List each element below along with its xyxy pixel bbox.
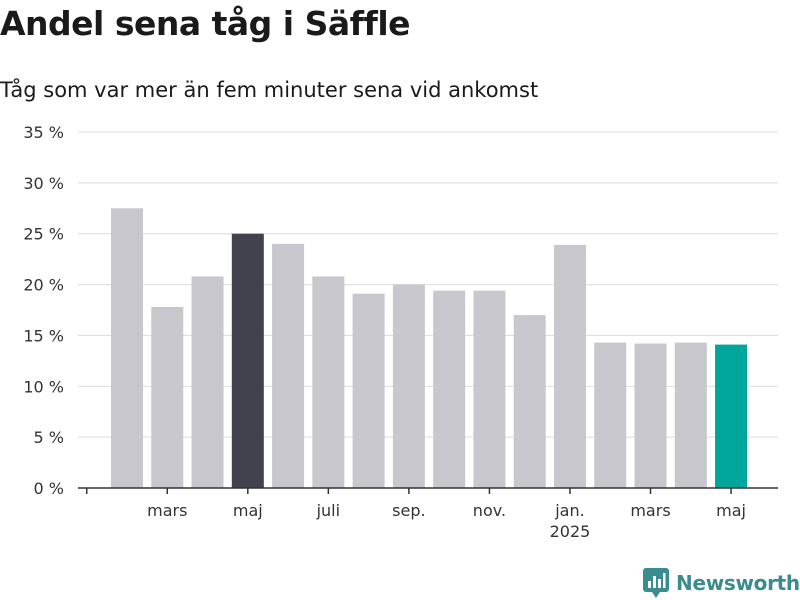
bar bbox=[433, 290, 466, 488]
x-tick-label: juli bbox=[316, 501, 340, 520]
bar bbox=[553, 244, 586, 488]
bar bbox=[111, 208, 143, 489]
x-tick-label: mars bbox=[630, 501, 670, 520]
x-axis-tick-labels: mars maj juli sep. nov. jan. 2025 mars maj bbox=[147, 501, 746, 541]
x-tick-label: mars bbox=[147, 501, 187, 520]
y-tick-label: 20 % bbox=[23, 276, 64, 295]
bar bbox=[352, 293, 385, 488]
bar bbox=[634, 343, 667, 488]
bar bbox=[674, 342, 707, 488]
bar bbox=[312, 276, 345, 488]
x-axis bbox=[78, 487, 778, 494]
y-tick-label: 35 % bbox=[23, 123, 64, 142]
bar bbox=[513, 315, 546, 488]
bar bbox=[392, 284, 425, 488]
bar bbox=[231, 233, 264, 488]
bar bbox=[594, 342, 627, 488]
x-tick-label: nov. bbox=[473, 501, 506, 520]
bar bbox=[473, 290, 506, 488]
y-tick-label: 0 % bbox=[34, 479, 64, 498]
bar bbox=[715, 344, 748, 488]
newsworthy-chart-logo-icon bbox=[643, 568, 669, 598]
y-tick-label: 25 % bbox=[23, 225, 64, 244]
bar bbox=[272, 243, 305, 488]
x-tick-label: sep. bbox=[392, 501, 425, 520]
x-tick-label: maj bbox=[716, 501, 746, 520]
y-tick-label: 5 % bbox=[34, 428, 64, 447]
y-tick-label: 15 % bbox=[23, 326, 64, 345]
x-tick-label: maj bbox=[233, 501, 263, 520]
chart-subtitle: Tåg som var mer än fem minuter sena vid … bbox=[0, 78, 539, 102]
chart-title: Andel sena tåg i Säffle bbox=[0, 4, 411, 43]
y-tick-label: 30 % bbox=[23, 174, 64, 193]
brand-name: Newsworthy bbox=[676, 571, 800, 595]
y-axis-tick-labels: 0 % 5 % 10 % 15 % 20 % 25 % 30 % 35 % bbox=[23, 123, 64, 498]
y-tick-label: 10 % bbox=[23, 377, 64, 396]
bars bbox=[111, 208, 748, 489]
bar bbox=[151, 306, 184, 488]
x-tick-label: jan. bbox=[554, 501, 584, 520]
x-tick-year-label: 2025 bbox=[550, 522, 591, 541]
newsworthy-logo: Newsworthy bbox=[643, 568, 800, 598]
bar-chart: 0 % 5 % 10 % 15 % 20 % 25 % 30 % 35 % mars maj ju… bbox=[23, 123, 778, 541]
bar bbox=[191, 276, 224, 488]
